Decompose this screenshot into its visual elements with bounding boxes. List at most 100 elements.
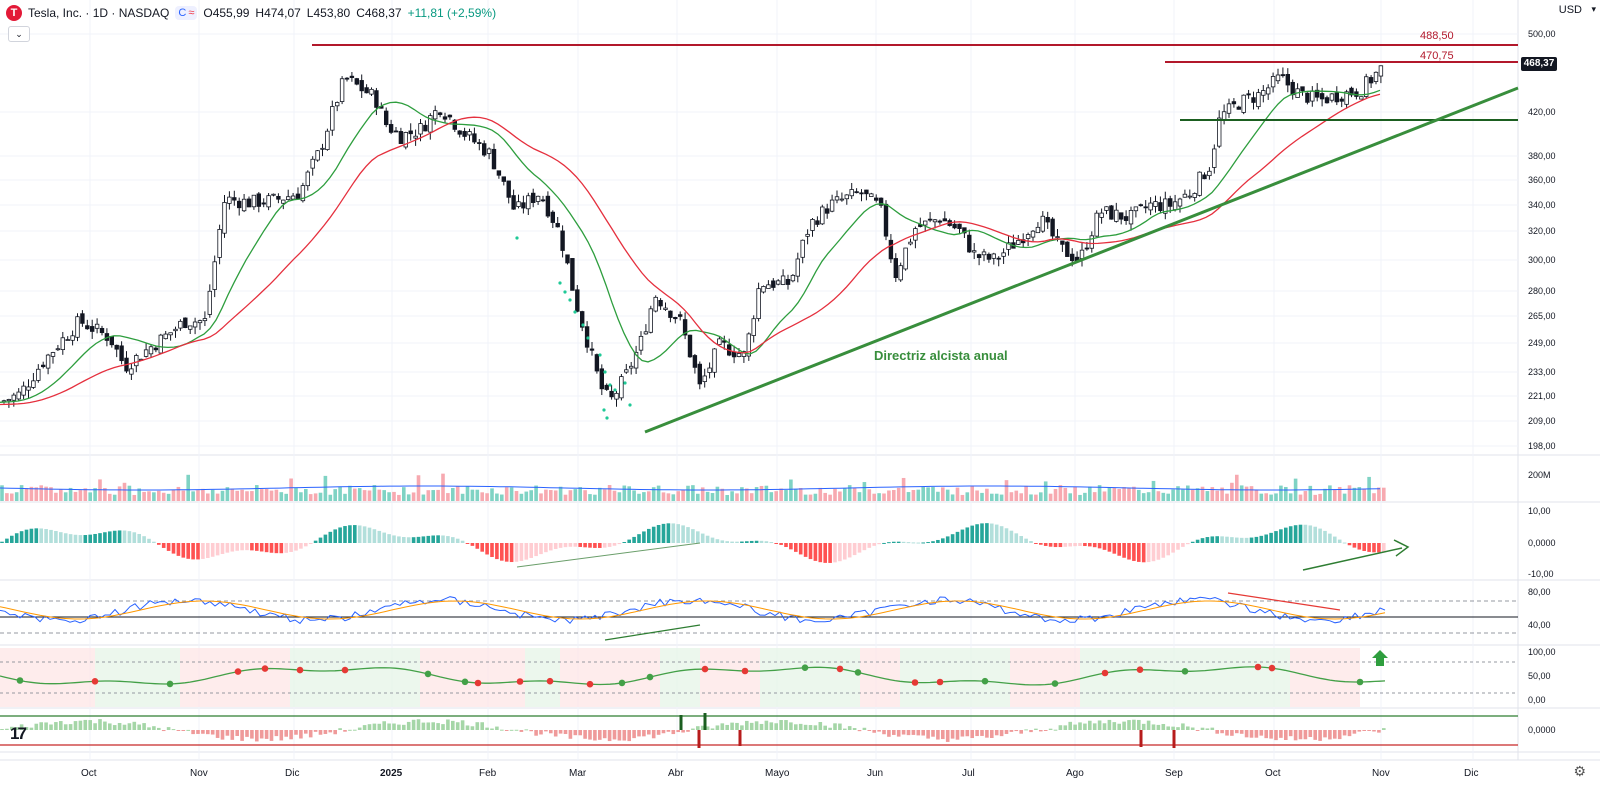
volume-bar: [544, 489, 548, 501]
bottom-bar: [980, 730, 984, 736]
volume-bar: [980, 492, 984, 501]
bottom-bar: [627, 730, 631, 742]
volume-bar: [255, 485, 259, 501]
macd-bar: [612, 543, 617, 546]
bottom-bar: [1009, 730, 1014, 732]
volume-bar: [941, 487, 945, 501]
macd-bar: [1313, 526, 1317, 543]
time-axis-tick: Jun: [867, 768, 883, 779]
macd-bar: [514, 543, 519, 562]
stoch-cross-dot: [234, 668, 242, 675]
candle-body: [148, 346, 154, 355]
volume-bar: [1092, 492, 1097, 501]
bottom-bar: [1382, 728, 1386, 730]
status-badges[interactable]: C ≈: [175, 6, 198, 20]
price-axis-tick: 340,00: [1528, 200, 1556, 210]
bottom-bar: [191, 730, 195, 735]
collapse-legend-button[interactable]: ⌄: [8, 26, 30, 42]
volume-bar: [1342, 493, 1347, 501]
bottom-bar: [500, 729, 504, 731]
volume-bar: [338, 486, 342, 501]
volume-bar: [1181, 489, 1185, 501]
stoch-axis-tick: 100,00: [1528, 647, 1556, 657]
settings-gear-icon[interactable]: ⚙: [1573, 763, 1586, 779]
macd-bar: [1112, 543, 1117, 554]
macd-bar: [235, 543, 239, 551]
candle-body: [94, 323, 100, 329]
bottom-bar: [333, 730, 337, 735]
volume-bar: [318, 492, 323, 501]
macd-bar: [54, 531, 58, 543]
bottom-bar: [1225, 730, 1229, 736]
macd-bar: [764, 541, 769, 543]
bottom-bar: [39, 722, 43, 730]
bottom-bar: [926, 730, 930, 739]
macd-bar: [1342, 542, 1347, 544]
volume-bar: [362, 490, 367, 501]
candle-body: [834, 196, 840, 201]
volume-bar: [838, 491, 842, 501]
candle-body: [1084, 247, 1090, 250]
bottom-bar: [103, 721, 107, 730]
bottom-bar: [1181, 723, 1185, 730]
candle-body: [1334, 92, 1339, 103]
macd-bar: [1357, 543, 1362, 550]
volume-bar: [1137, 489, 1141, 501]
candle-body: [1329, 93, 1335, 101]
macd-bar: [255, 543, 259, 551]
stoch-axis-tick: 50,00: [1528, 671, 1551, 681]
macd-bar: [1333, 536, 1337, 543]
macd-bar: [985, 523, 989, 543]
volume-bar: [294, 488, 298, 501]
candle-body: [1202, 174, 1207, 180]
bottom-bar: [328, 730, 333, 733]
candle-body: [163, 333, 168, 340]
candle-body: [276, 195, 281, 200]
bottom-bar: [553, 730, 558, 737]
volume-bar: [671, 494, 676, 501]
volume-bar: [313, 493, 318, 501]
macd-bar: [696, 531, 700, 543]
bottom-bar: [720, 723, 725, 730]
symbol-title[interactable]: Tesla, Inc. · 1D · NASDAQ: [28, 6, 170, 20]
candle-body: [354, 78, 359, 85]
volume-bar: [372, 485, 377, 501]
macd-bar: [406, 537, 411, 543]
bottom-bar: [941, 730, 945, 740]
volume-bar: [1347, 485, 1352, 501]
macd-bar: [852, 543, 857, 556]
macd-bar: [39, 528, 43, 543]
bottom-bar: [1308, 730, 1313, 737]
volume-bar: [323, 475, 328, 501]
volume-bar: [240, 489, 244, 501]
tradingview-logo-icon[interactable]: 17: [10, 724, 27, 743]
macd-bar: [789, 543, 793, 550]
bottom-bar: [127, 723, 132, 730]
macd-bar: [1259, 535, 1264, 543]
bottom-bar: [1171, 726, 1175, 730]
volume-bar: [896, 487, 901, 501]
candle-body: [1246, 93, 1251, 96]
candle-body: [50, 352, 56, 357]
macd-bar: [720, 540, 725, 543]
macd-bar: [387, 534, 391, 543]
candle-body: [1197, 171, 1202, 196]
macd-bar: [990, 523, 994, 543]
volume-bar: [700, 487, 705, 501]
candle-body: [986, 253, 992, 260]
chevron-down-icon[interactable]: ▾: [1591, 4, 1596, 14]
bottom-bar: [29, 727, 34, 730]
candle-body: [673, 317, 678, 320]
currency-selector[interactable]: USD: [1558, 4, 1582, 16]
bottom-bar: [1058, 725, 1063, 730]
candle-body: [70, 335, 75, 341]
bottom-signal-bar: [738, 730, 742, 746]
candle-body: [114, 344, 119, 350]
candle-body: [731, 351, 737, 358]
bottom-bar: [573, 730, 578, 736]
stoch-bullish-zone: [290, 648, 420, 707]
macd-bar: [98, 533, 102, 543]
volume-bar: [950, 494, 955, 501]
time-axis-tick: Mayo: [765, 768, 790, 779]
